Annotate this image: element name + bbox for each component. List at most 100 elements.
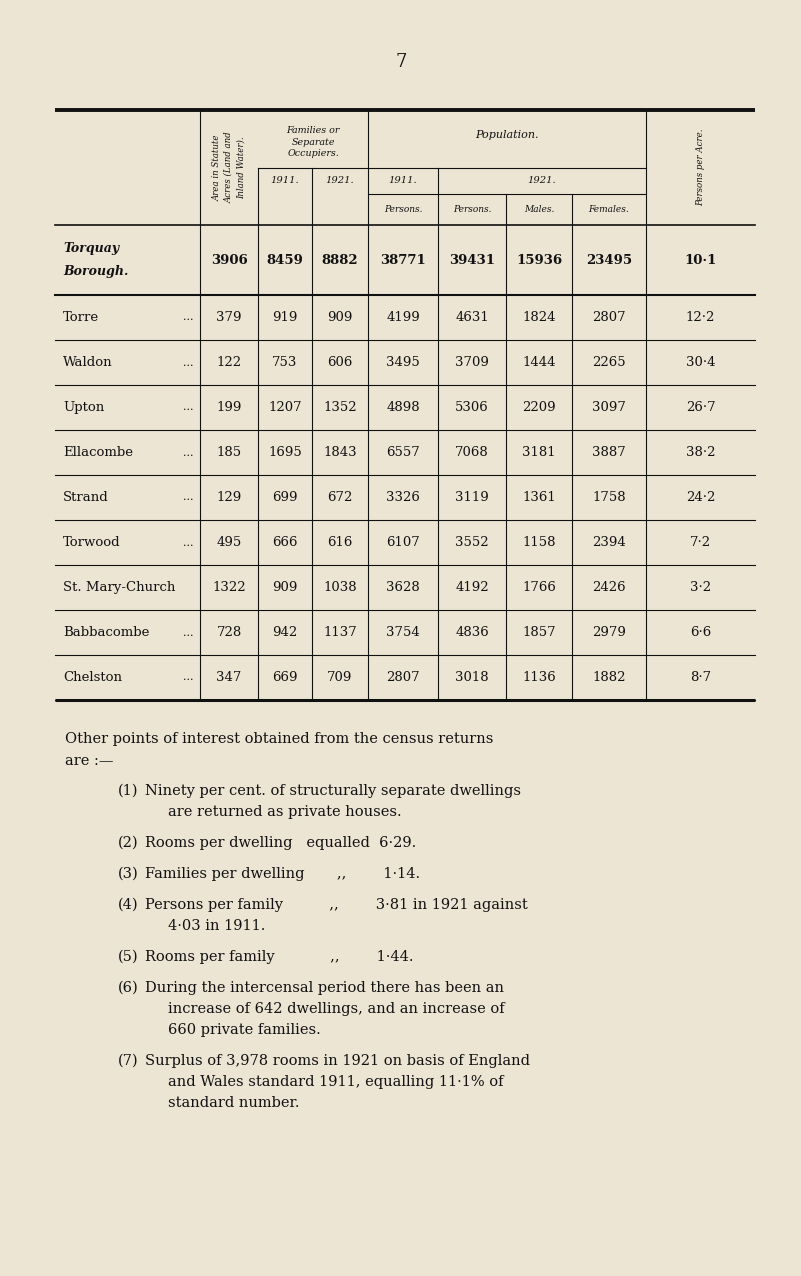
Text: During the intercensal period there has been an: During the intercensal period there has … — [145, 981, 504, 995]
Text: 606: 606 — [328, 356, 352, 369]
Text: 30·4: 30·4 — [686, 356, 715, 369]
Text: 7068: 7068 — [455, 447, 489, 459]
Text: 1038: 1038 — [323, 581, 356, 595]
Text: 38·2: 38·2 — [686, 447, 715, 459]
Text: 3181: 3181 — [522, 447, 556, 459]
Text: are returned as private houses.: are returned as private houses. — [168, 805, 401, 819]
Text: 2807: 2807 — [386, 671, 420, 684]
Text: Families per dwelling       ,,        1·14.: Families per dwelling ,, 1·14. — [145, 866, 421, 880]
Text: 1921.: 1921. — [326, 176, 354, 185]
Text: 38771: 38771 — [380, 254, 426, 267]
Text: 2209: 2209 — [522, 401, 556, 413]
Text: Area in Statute
Acres (Land and
Inland Water).: Area in Statute Acres (Land and Inland W… — [213, 131, 245, 203]
Text: 1158: 1158 — [522, 536, 556, 549]
Text: 3754: 3754 — [386, 627, 420, 639]
Text: 909: 909 — [272, 581, 298, 595]
Text: 699: 699 — [272, 491, 298, 504]
Text: (4): (4) — [118, 898, 139, 912]
Text: 4836: 4836 — [455, 627, 489, 639]
Text: are :—: are :— — [65, 754, 114, 768]
Text: 1857: 1857 — [522, 627, 556, 639]
Text: 1444: 1444 — [522, 356, 556, 369]
Text: 6·6: 6·6 — [690, 627, 711, 639]
Text: Population.: Population. — [475, 130, 539, 140]
Text: Upton: Upton — [63, 401, 104, 413]
Text: Strand: Strand — [63, 491, 109, 504]
Text: (1): (1) — [118, 783, 139, 798]
Text: Families or
Separate
Occupiers.: Families or Separate Occupiers. — [286, 126, 340, 158]
Text: 122: 122 — [216, 356, 242, 369]
Text: ...: ... — [183, 628, 194, 638]
Text: 4192: 4192 — [455, 581, 489, 595]
Text: 2979: 2979 — [592, 627, 626, 639]
Text: Rooms per family            ,,        1·44.: Rooms per family ,, 1·44. — [145, 951, 413, 963]
Text: 1207: 1207 — [268, 401, 302, 413]
Text: and Wales standard 1911, equalling 11·1% of: and Wales standard 1911, equalling 11·1%… — [168, 1074, 504, 1088]
Text: ...: ... — [183, 493, 194, 503]
Text: ...: ... — [183, 313, 194, 323]
Text: Borough.: Borough. — [63, 265, 128, 278]
Text: 1361: 1361 — [522, 491, 556, 504]
Text: Waldon: Waldon — [63, 356, 113, 369]
Text: ...: ... — [183, 357, 194, 367]
Text: 2807: 2807 — [592, 311, 626, 324]
Text: Ellacombe: Ellacombe — [63, 447, 133, 459]
Text: 2265: 2265 — [592, 356, 626, 369]
Text: 6557: 6557 — [386, 447, 420, 459]
Text: 616: 616 — [328, 536, 352, 549]
Text: ...: ... — [183, 448, 194, 458]
Text: Torwood: Torwood — [63, 536, 121, 549]
Text: increase of 642 dwellings, and an increase of: increase of 642 dwellings, and an increa… — [168, 1002, 505, 1016]
Text: Chelston: Chelston — [63, 671, 122, 684]
Text: 347: 347 — [216, 671, 242, 684]
Text: Torquay: Torquay — [63, 241, 119, 255]
Text: 909: 909 — [328, 311, 352, 324]
Text: Torre: Torre — [63, 311, 99, 324]
Text: Surplus of 3,978 rooms in 1921 on basis of England: Surplus of 3,978 rooms in 1921 on basis … — [145, 1054, 530, 1068]
Text: 6107: 6107 — [386, 536, 420, 549]
Text: 3709: 3709 — [455, 356, 489, 369]
Text: 660 private families.: 660 private families. — [168, 1023, 320, 1037]
Text: 728: 728 — [216, 627, 242, 639]
Text: 199: 199 — [216, 401, 242, 413]
Text: Other points of interest obtained from the census returns: Other points of interest obtained from t… — [65, 732, 493, 746]
Text: Males.: Males. — [524, 205, 554, 214]
Text: 1137: 1137 — [323, 627, 357, 639]
Text: 1352: 1352 — [323, 401, 356, 413]
Text: 7·2: 7·2 — [690, 536, 711, 549]
Text: 8882: 8882 — [322, 254, 358, 267]
Text: St. Mary-Church: St. Mary-Church — [63, 581, 175, 595]
Text: 24·2: 24·2 — [686, 491, 715, 504]
Text: 3628: 3628 — [386, 581, 420, 595]
Text: 3097: 3097 — [592, 401, 626, 413]
Text: 4898: 4898 — [386, 401, 420, 413]
Text: 1911.: 1911. — [388, 176, 417, 185]
Text: 672: 672 — [328, 491, 352, 504]
Text: 4631: 4631 — [455, 311, 489, 324]
Text: 666: 666 — [272, 536, 298, 549]
Text: 3·2: 3·2 — [690, 581, 711, 595]
Text: 39431: 39431 — [449, 254, 495, 267]
Text: 26·7: 26·7 — [686, 401, 715, 413]
Text: Persons.: Persons. — [453, 205, 491, 214]
Text: 3552: 3552 — [455, 536, 489, 549]
Text: Persons per family          ,,        3·81 in 1921 against: Persons per family ,, 3·81 in 1921 again… — [145, 898, 528, 912]
Text: 4199: 4199 — [386, 311, 420, 324]
Text: 3495: 3495 — [386, 356, 420, 369]
Text: 3119: 3119 — [455, 491, 489, 504]
Text: Babbacombe: Babbacombe — [63, 627, 149, 639]
Text: (7): (7) — [118, 1054, 139, 1068]
Text: 3326: 3326 — [386, 491, 420, 504]
Text: ...: ... — [183, 402, 194, 412]
Text: 753: 753 — [272, 356, 298, 369]
Text: Females.: Females. — [589, 205, 630, 214]
Text: 10·1: 10·1 — [684, 254, 717, 267]
Text: 1695: 1695 — [268, 447, 302, 459]
Text: 2426: 2426 — [592, 581, 626, 595]
Text: 8459: 8459 — [267, 254, 304, 267]
Text: 8·7: 8·7 — [690, 671, 711, 684]
Text: 919: 919 — [272, 311, 298, 324]
Text: 7: 7 — [396, 54, 407, 71]
Text: 669: 669 — [272, 671, 298, 684]
Text: 709: 709 — [328, 671, 352, 684]
